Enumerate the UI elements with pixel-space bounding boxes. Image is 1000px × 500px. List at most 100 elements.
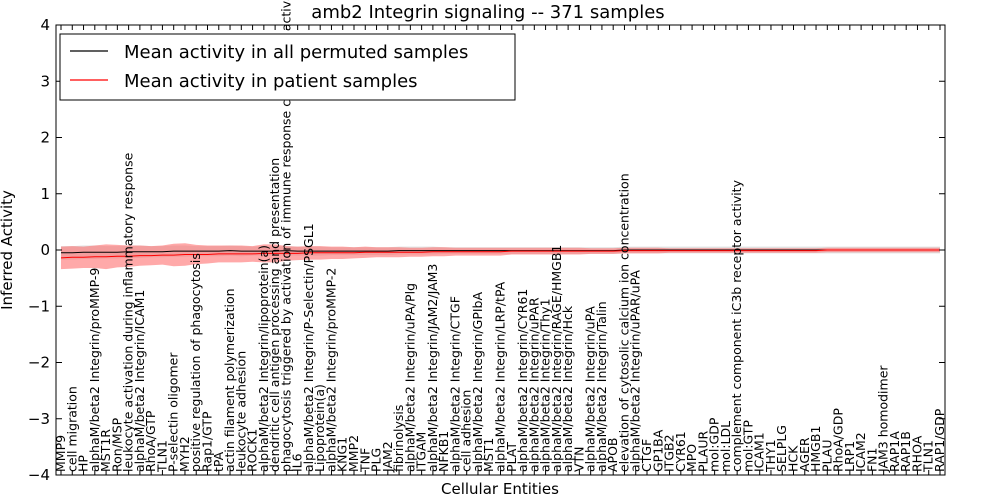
legend: Mean activity in all permuted samples Me… xyxy=(59,33,516,101)
category-label: alphaM/beta2 Integrin/Thy1 xyxy=(538,298,553,472)
category-label: MST1R xyxy=(98,429,113,472)
category-label: alphaM/beta2 Integrin/lipoprotein(a) xyxy=(256,245,271,472)
category-label: complement component iC3b receptor activ… xyxy=(729,179,744,472)
category-label: CYR61 xyxy=(673,431,688,472)
category-label: Lipoprotein(a) xyxy=(312,384,327,472)
category-label: alphaM/beta2 Integrin/uPA xyxy=(583,306,598,472)
category-label: alphaM/beta2 Integrin/proMMP-9 xyxy=(87,268,102,472)
category-label: mol:GDP xyxy=(707,417,722,472)
category-label: PLAU xyxy=(819,440,834,473)
category-label: alphaM/beta2 Integrin/ICAM1 xyxy=(132,290,147,472)
axes-frame xyxy=(55,24,946,476)
category-label: alphaM/beta2 Integrin/P-Selectin/PSGL1 xyxy=(301,223,316,472)
y-tick-label: 2 xyxy=(40,129,50,147)
y-tick-label: −1 xyxy=(28,297,50,315)
x-axis-ticks xyxy=(60,25,941,475)
legend-label-patient: Mean activity in patient samples xyxy=(124,71,418,92)
y-tick-label: 4 xyxy=(40,16,50,34)
category-label: PLG xyxy=(369,448,384,472)
y-tick-label: −4 xyxy=(28,466,50,484)
category-label: dendritic cell antigen processing and pr… xyxy=(267,158,282,472)
y-axis-ticks: −4 −3 −2 −1 0 1 2 3 4 xyxy=(28,16,945,484)
category-label: PLAT xyxy=(504,442,519,472)
category-label: MYH2 xyxy=(177,436,192,472)
category-label: VTN xyxy=(571,446,586,472)
category-label: Rap1/GTP xyxy=(200,411,215,472)
category-label: RAP1B xyxy=(898,431,913,472)
category-label: MMP9 xyxy=(53,435,68,472)
category-label: leukocyte activation during inflammatory… xyxy=(121,152,136,472)
category-label: MPO xyxy=(684,444,699,472)
category-label: HP xyxy=(76,455,91,472)
category-label: tPA xyxy=(211,451,226,472)
category-label: JAM2 xyxy=(380,441,395,473)
category-label: actin filament polymerization xyxy=(222,288,237,472)
category-label: AGER xyxy=(797,437,812,472)
y-tick-label: 3 xyxy=(40,72,50,90)
category-label: RhoA/GTP xyxy=(143,410,158,472)
category-label: APOB xyxy=(605,437,620,472)
category-label: SELPLG xyxy=(774,425,789,472)
y-tick-label: −3 xyxy=(28,410,50,428)
category-label: ICAM1 xyxy=(752,432,767,472)
category-label: ITGB2 xyxy=(662,434,677,472)
category-label: HMGB1 xyxy=(808,426,823,472)
category-label: alphaM/beta2 Integrin/JAM2/JAM3 xyxy=(425,264,440,472)
category-label: P-selectin oligomer xyxy=(166,352,181,472)
category-label: RhoA/GDP xyxy=(831,408,846,472)
x-axis-label: Cellular Entities xyxy=(441,480,559,498)
y-tick-label: 1 xyxy=(40,185,50,203)
category-label: ROCK1 xyxy=(245,429,260,472)
category-label: positive regulation of phagocytosis xyxy=(188,253,203,472)
category-label: fibrinolysis xyxy=(391,405,406,472)
category-label: alphaM/beta2 Integrin/LRP/tPA xyxy=(493,281,508,472)
y-tick-label: 0 xyxy=(40,241,50,259)
category-label: RAP1A xyxy=(887,431,902,472)
category-label: ICAM2 xyxy=(853,432,868,472)
category-label: LRP1 xyxy=(842,441,857,472)
category-label: KNG1 xyxy=(335,437,350,472)
category-label: leukocyte adhesion xyxy=(233,351,248,472)
y-axis-label: Inferred Activity xyxy=(0,190,16,310)
category-label: phagocytosis triggered by activation of … xyxy=(278,0,293,472)
category-label: RHOA xyxy=(909,435,924,472)
category-label: MST1 xyxy=(481,438,496,472)
category-label: PLAUR xyxy=(695,431,710,472)
category-label: alphaM/beta2 Integrin/Hck xyxy=(560,305,575,472)
category-label: GP1BA xyxy=(650,429,665,472)
legend-label-permuted: Mean activity in all permuted samples xyxy=(124,42,468,63)
category-label: alphaM/beta2 Integrin/Talin xyxy=(594,301,609,472)
category-label: alphaM/beta2 Integrin/uPAR xyxy=(526,297,541,472)
category-label: cell migration xyxy=(64,386,79,472)
category-label: alphaM/beta2 Integrin/uPA/Plg xyxy=(402,283,417,472)
permuted-mean-line xyxy=(61,249,940,254)
category-label: THY1 xyxy=(763,439,778,473)
category-label: alphaM/beta2 Integrin/uPAR/uPA xyxy=(628,270,643,472)
category-label: Ron/MSP xyxy=(109,417,124,472)
category-label: mol:LDL xyxy=(718,421,733,472)
category-label: TLN1 xyxy=(921,440,936,473)
legend-box xyxy=(59,33,516,101)
category-label: CTGF xyxy=(639,439,654,472)
category-label: mol:GTP xyxy=(740,420,755,472)
category-label: TLN1 xyxy=(154,440,169,473)
category-label: alphaM/beta2 Integrin/CYR61 xyxy=(515,289,530,472)
chart-title: amb2 Integrin signaling -- 371 samples xyxy=(311,2,664,23)
y-tick-label: −2 xyxy=(28,354,50,372)
category-label: alphaM/beta2 Integrin/GPIbA xyxy=(470,292,485,472)
category-label: FN1 xyxy=(864,448,879,473)
category-label: NFKB1 xyxy=(436,431,451,472)
category-label: cell adhesion xyxy=(459,390,474,472)
category-label: ITGAM xyxy=(414,432,429,472)
patient-mean-line xyxy=(60,249,940,259)
category-label: RAP1/GDP xyxy=(932,408,947,472)
category-label: MMP2 xyxy=(346,435,361,472)
category-label: alphaM/beta2 Integrin/CTGF xyxy=(447,296,462,472)
category-label: alphaM/beta2 Integrin/proMMP-2 xyxy=(323,268,338,472)
category-label: alphaM/beta2 Integrin/RAGE/HMGB1 xyxy=(549,245,564,472)
category-label: TNF xyxy=(357,448,372,473)
category-label: HCK xyxy=(786,445,801,472)
category-label: IL6 xyxy=(290,453,305,472)
